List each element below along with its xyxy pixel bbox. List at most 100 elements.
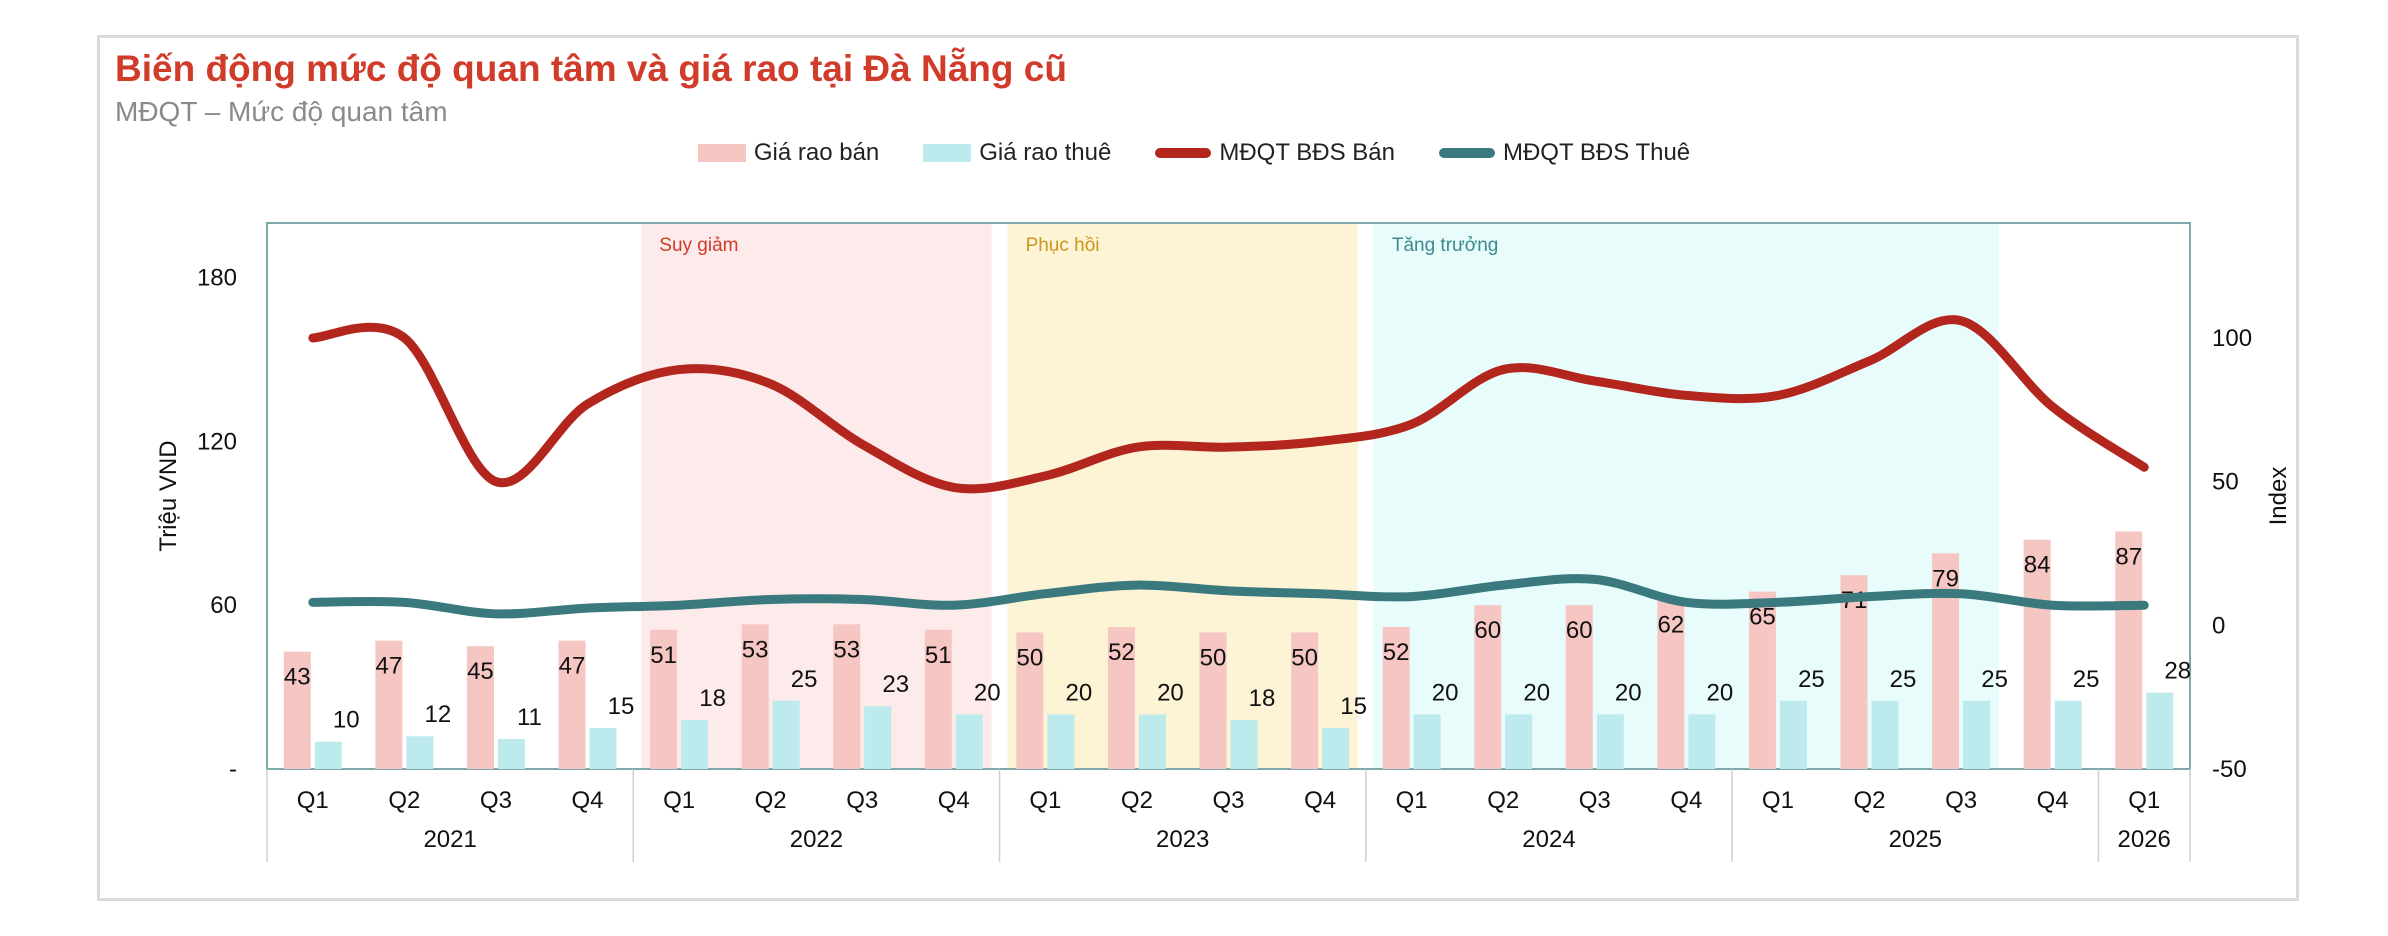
bar-rent-price (314, 741, 342, 769)
chart-legend: Giá rao bán Giá rao thuê MĐQT BĐS Bán MĐ… (0, 133, 2388, 173)
x-tick-label: Q1 (1762, 787, 1794, 814)
phase-label-1: Phục hồi (1026, 235, 1100, 256)
bar-rent-price (589, 728, 617, 769)
data-label-sale-price: 52 (1108, 639, 1135, 666)
bar-sale-price (558, 640, 586, 769)
bar-sale-price (283, 651, 311, 769)
legend-item-rent-price: Giá rao thuê (923, 139, 1111, 167)
y-right-tick-label: 50 (2212, 469, 2239, 496)
bar-sale-price (1016, 632, 1044, 769)
legend-label-sale-interest: MĐQT BĐS Bán (1219, 139, 1395, 166)
bar-sale-price (2023, 539, 2051, 769)
data-label-sale-price: 50 (1291, 645, 1318, 672)
bar-sale-price (1199, 632, 1227, 769)
data-label-rent-price: 12 (425, 701, 452, 728)
x-tick-label: Q2 (388, 787, 420, 814)
bar-rent-price (864, 706, 892, 769)
bar-sale-price (1748, 591, 1776, 769)
data-label-rent-price: 20 (1066, 679, 1093, 706)
bar-rent-price (1688, 714, 1716, 769)
data-label-sale-price: 60 (1474, 617, 1501, 644)
data-label-rent-price: 25 (1981, 666, 2008, 693)
x-tick-label: Q4 (1304, 787, 1336, 814)
data-label-rent-price: 23 (882, 671, 909, 698)
x-tick-label: Q3 (846, 787, 878, 814)
y-left-axis-label: Triệu VND (155, 440, 182, 551)
legend-swatch-sale-price (697, 144, 746, 162)
data-label-rent-price: 20 (1432, 679, 1459, 706)
bar-rent-price (1322, 728, 1350, 769)
data-label-rent-price: 15 (1340, 693, 1367, 720)
x-tick-label: Q3 (1212, 787, 1244, 814)
bar-rent-price (681, 719, 709, 769)
legend-label-rent-interest: MĐQT BĐS Thuê (1502, 139, 1691, 166)
chart-title: Biến động mức độ quan tâm và giá rao tại… (115, 48, 1067, 89)
bar-rent-price (2146, 692, 2174, 769)
bar-rent-price (1047, 714, 1075, 769)
x-tick-label: Q4 (938, 787, 970, 814)
data-label-sale-price: 51 (650, 642, 677, 669)
data-label-sale-price: 51 (925, 642, 952, 669)
data-label-sale-price: 65 (1749, 604, 1776, 631)
legend-swatch-rent-price (923, 144, 972, 162)
x-tick-label: Q1 (2128, 787, 2160, 814)
x-tick-label: Q4 (1670, 787, 1702, 814)
bar-sale-price (833, 624, 861, 769)
y-left-tick-label: - (229, 756, 237, 783)
bar-rent-price (1138, 714, 1166, 769)
legend-swatch-sale-interest (1155, 148, 1212, 158)
x-year-label: 2022 (790, 826, 843, 853)
bar-sale-price (2115, 531, 2143, 769)
data-label-sale-price: 45 (467, 658, 494, 685)
chart-subtitle: MĐQT – Mức độ quan tâm (115, 96, 448, 127)
bar-rent-price (1871, 700, 1899, 769)
bar-sale-price (1382, 627, 1410, 769)
y-right-tick-label: -50 (2212, 756, 2247, 783)
data-label-sale-price: 53 (833, 636, 860, 663)
x-tick-label: Q1 (1396, 787, 1428, 814)
data-label-rent-price: 20 (1707, 679, 1734, 706)
bar-rent-price (1230, 719, 1258, 769)
bar-sale-price (1657, 599, 1685, 769)
bar-sale-price (1474, 605, 1502, 769)
bar-rent-price (1779, 700, 1807, 769)
data-label-sale-price: 87 (2115, 543, 2142, 570)
x-tick-label: Q1 (663, 787, 695, 814)
data-label-rent-price: 20 (1157, 679, 1184, 706)
legend-item-sale-price: Giá rao bán (697, 139, 880, 167)
data-label-sale-price: 50 (1200, 645, 1227, 672)
data-label-rent-price: 18 (699, 685, 726, 712)
x-year-label: 2025 (1889, 826, 1942, 853)
bar-sale-price (466, 646, 494, 769)
x-tick-label: Q3 (1579, 787, 1611, 814)
data-label-rent-price: 20 (974, 679, 1001, 706)
bar-sale-price (1291, 632, 1319, 769)
data-label-sale-price: 60 (1566, 617, 1593, 644)
data-label-rent-price: 20 (1523, 679, 1550, 706)
x-year-label: 2024 (1522, 826, 1575, 853)
data-label-rent-price: 18 (1249, 685, 1276, 712)
x-tick-label: Q2 (1121, 787, 1153, 814)
x-tick-label: Q2 (1853, 787, 1885, 814)
bar-sale-price (1107, 627, 1135, 769)
y-left-tick-label: 180 (197, 265, 237, 292)
bar-sale-price (924, 629, 952, 769)
legend-label-sale-price: Giá rao bán (753, 139, 880, 166)
x-year-label: 2026 (2118, 826, 2171, 853)
bar-rent-price (497, 738, 525, 769)
line-rent-interest (308, 574, 2149, 619)
bar-rent-price (955, 714, 983, 769)
y-right-axis-label: Index (2265, 467, 2292, 526)
bar-rent-price (406, 736, 434, 769)
data-label-rent-price: 25 (1890, 666, 1917, 693)
bar-sale-price (741, 624, 769, 769)
data-label-rent-price: 10 (333, 707, 360, 734)
x-year-label: 2023 (1156, 826, 1209, 853)
bar-rent-price (772, 700, 800, 769)
x-tick-label: Q3 (1945, 787, 1977, 814)
data-label-sale-price: 53 (742, 636, 769, 663)
bar-rent-price (1413, 714, 1441, 769)
data-label-sale-price: 79 (1932, 565, 1959, 592)
bar-rent-price (1596, 714, 1624, 769)
data-label-rent-price: 25 (2073, 666, 2100, 693)
